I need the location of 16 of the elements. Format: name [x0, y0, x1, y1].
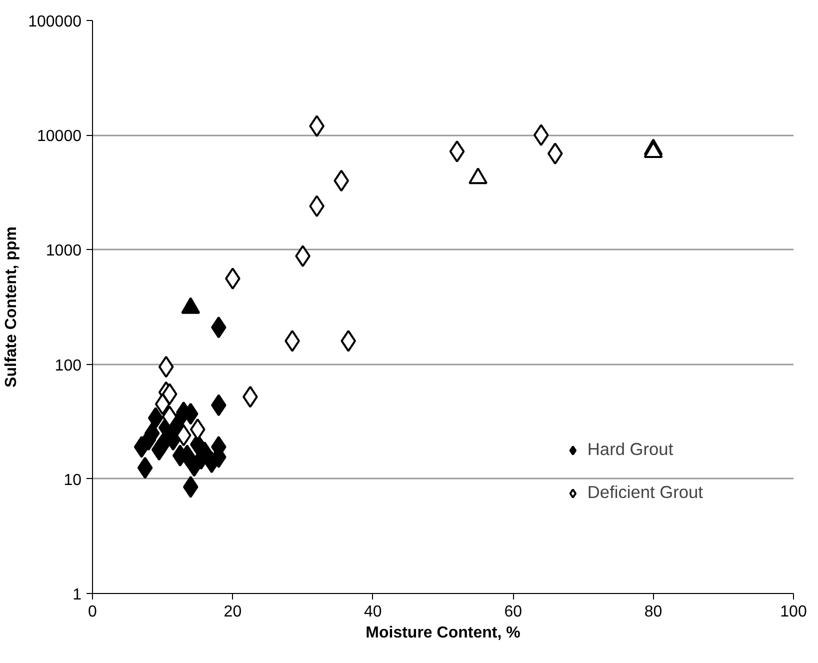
legend-label: Deficient Grout	[587, 482, 703, 503]
x-tick-label: 0	[88, 604, 98, 620]
y-tick-label: 10000	[37, 128, 82, 146]
y-axis-title: Sulfate Content, ppm	[3, 226, 20, 388]
x-tick-label: 60	[504, 604, 522, 620]
legend-label: Hard Grout	[587, 439, 674, 460]
x-tick-label: 100	[780, 604, 807, 620]
x-tick-label: 20	[224, 604, 242, 620]
x-tick-label: 80	[644, 604, 662, 620]
y-tick-label: 10	[64, 472, 82, 489]
x-axis-title: Moisture Content, %	[366, 624, 520, 642]
y-tick-label: 1	[72, 586, 82, 604]
y-tick-label: 100000	[28, 14, 82, 30]
x-tick-label: 40	[364, 604, 382, 620]
y-tick-label: 100	[54, 357, 82, 374]
y-tick-label: 1000	[46, 242, 82, 260]
